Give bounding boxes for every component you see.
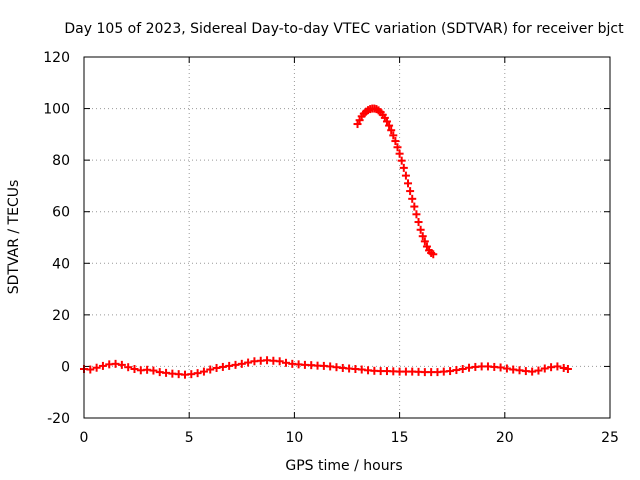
x-tick-label: 15 bbox=[391, 430, 409, 446]
data-point bbox=[540, 364, 549, 373]
data-point bbox=[414, 218, 423, 227]
data-point bbox=[225, 361, 234, 370]
data-point bbox=[458, 365, 467, 374]
x-tick-label: 25 bbox=[601, 430, 619, 446]
y-tick-label: 120 bbox=[43, 50, 70, 66]
data-point bbox=[496, 363, 505, 372]
y-tick-label: 40 bbox=[52, 256, 70, 272]
data-point bbox=[393, 143, 402, 152]
data-point bbox=[187, 370, 196, 379]
data-point bbox=[534, 366, 543, 375]
y-tick-label: 0 bbox=[61, 359, 70, 375]
data-point bbox=[563, 365, 572, 374]
y-tick-label: -20 bbox=[47, 411, 70, 427]
grid-lines bbox=[84, 57, 610, 418]
data-point bbox=[385, 121, 394, 130]
data-point bbox=[237, 359, 246, 368]
x-axis-label: GPS time / hours bbox=[285, 458, 402, 474]
data-point bbox=[124, 363, 133, 372]
y-tick-label: 60 bbox=[52, 205, 70, 221]
data-point bbox=[212, 363, 221, 372]
data-point bbox=[130, 365, 139, 374]
data-point bbox=[86, 365, 95, 374]
data-point bbox=[117, 360, 126, 369]
x-tick-label: 20 bbox=[496, 430, 514, 446]
data-point bbox=[387, 126, 396, 135]
data-point bbox=[528, 367, 537, 376]
data-point bbox=[275, 357, 284, 366]
data-point bbox=[446, 367, 455, 376]
y-tick-label: 80 bbox=[52, 153, 70, 169]
chart-title: Day 105 of 2023, Sidereal Day-to-day VTE… bbox=[64, 21, 624, 37]
data-point bbox=[206, 365, 215, 374]
data-point bbox=[199, 367, 208, 376]
x-tick-label: 10 bbox=[285, 430, 303, 446]
data-point bbox=[111, 359, 120, 368]
data-point bbox=[452, 366, 461, 375]
y-axis-label: SDTVAR / TECUs bbox=[6, 180, 22, 295]
data-point bbox=[281, 358, 290, 367]
data-point bbox=[406, 187, 415, 196]
data-point bbox=[193, 369, 202, 378]
data-point bbox=[420, 237, 429, 246]
data-point bbox=[395, 149, 404, 158]
data-point bbox=[553, 362, 562, 371]
data-point bbox=[92, 363, 101, 372]
data-point bbox=[399, 163, 408, 172]
y-tick-label: 20 bbox=[52, 308, 70, 324]
data-point bbox=[429, 250, 438, 259]
data-point bbox=[502, 364, 511, 373]
data-point bbox=[149, 366, 158, 375]
x-tick-label: 5 bbox=[185, 430, 194, 446]
data-point bbox=[408, 194, 417, 203]
tick-labels: 0 5 10 15 20 25 -20 0 20 40 60 80 100 120 bbox=[43, 50, 619, 446]
data-point bbox=[401, 171, 410, 180]
data-point bbox=[410, 202, 419, 211]
data-point bbox=[389, 131, 398, 140]
x-tick-label: 0 bbox=[80, 430, 89, 446]
data-point bbox=[559, 363, 568, 372]
data-point bbox=[231, 360, 240, 369]
plot-frame bbox=[83, 56, 611, 419]
data-point bbox=[404, 179, 413, 188]
data-point bbox=[244, 358, 253, 367]
y-tick-label: 100 bbox=[43, 102, 70, 118]
data-point bbox=[382, 117, 391, 126]
data-point bbox=[418, 232, 427, 241]
data-point bbox=[218, 362, 227, 371]
data-point bbox=[397, 156, 406, 165]
data-point bbox=[412, 210, 421, 219]
data-point bbox=[391, 137, 400, 146]
data-point bbox=[416, 225, 425, 234]
data-point bbox=[98, 361, 107, 370]
data-points bbox=[80, 104, 572, 379]
